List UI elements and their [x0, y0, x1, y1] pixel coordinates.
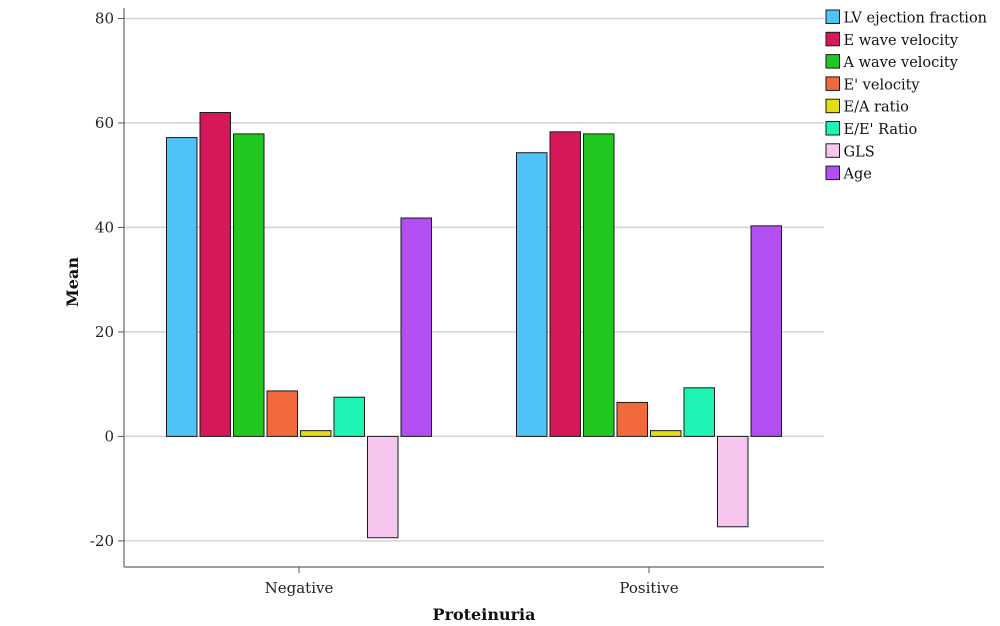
bar-negative-4 [300, 430, 332, 437]
bar-positive-1 [549, 131, 581, 437]
x-tick-label: Negative [265, 579, 334, 597]
legend-label: A wave velocity [843, 55, 959, 71]
bar-positive-2 [583, 133, 615, 437]
y-tick-label: 40 [95, 218, 114, 236]
x-axis-title: Proteinuria [433, 605, 536, 624]
y-axis-title: Mean [63, 257, 82, 307]
y-tick-label: 0 [104, 427, 114, 445]
bar-negative-1 [199, 111, 231, 437]
legend-swatch [825, 165, 840, 181]
legend-swatch [825, 76, 840, 91]
legend-label: GLS [844, 144, 875, 160]
y-tick-label: -20 [90, 532, 114, 550]
x-tick-labels: Negative Positive [265, 567, 679, 597]
bar-positive-4 [650, 430, 682, 437]
bar-negative-3 [266, 390, 298, 437]
legend-swatch [825, 98, 840, 114]
bar-positive-3 [616, 401, 648, 437]
bars [166, 111, 782, 539]
legend-label: E/A ratio [844, 100, 909, 116]
bar-positive-0 [516, 152, 548, 437]
y-tick-labels: -20 0 20 40 60 80 [90, 9, 124, 550]
y-tick-label: 60 [95, 114, 114, 132]
bar-negative-0 [166, 137, 198, 437]
bar-negative-2 [233, 133, 265, 437]
bar-positive-6 [717, 435, 749, 528]
legend-label: LV ejection fraction [844, 11, 988, 27]
legend-label: E' velocity [844, 77, 921, 93]
bar-negative-7 [400, 217, 432, 437]
legend-label: Age [843, 167, 872, 183]
bar-positive-7 [750, 225, 782, 437]
axes [123, 8, 824, 568]
legend-swatch [825, 121, 840, 136]
x-tick-label: Positive [619, 579, 678, 597]
legend-swatch [825, 9, 840, 24]
legend: LV ejection fraction E wave velocity A wav… [825, 9, 988, 183]
bar-positive-5 [683, 387, 715, 437]
legend-swatch [825, 31, 840, 47]
legend-label: E wave velocity [844, 33, 959, 49]
bar-negative-5 [333, 396, 365, 437]
legend-swatch [825, 54, 840, 69]
legend-label: E/E' Ratio [844, 122, 918, 138]
legend-swatch [825, 143, 840, 158]
bar-negative-6 [367, 435, 399, 539]
y-tick-label: 80 [95, 9, 114, 27]
y-tick-label: 20 [95, 323, 114, 341]
